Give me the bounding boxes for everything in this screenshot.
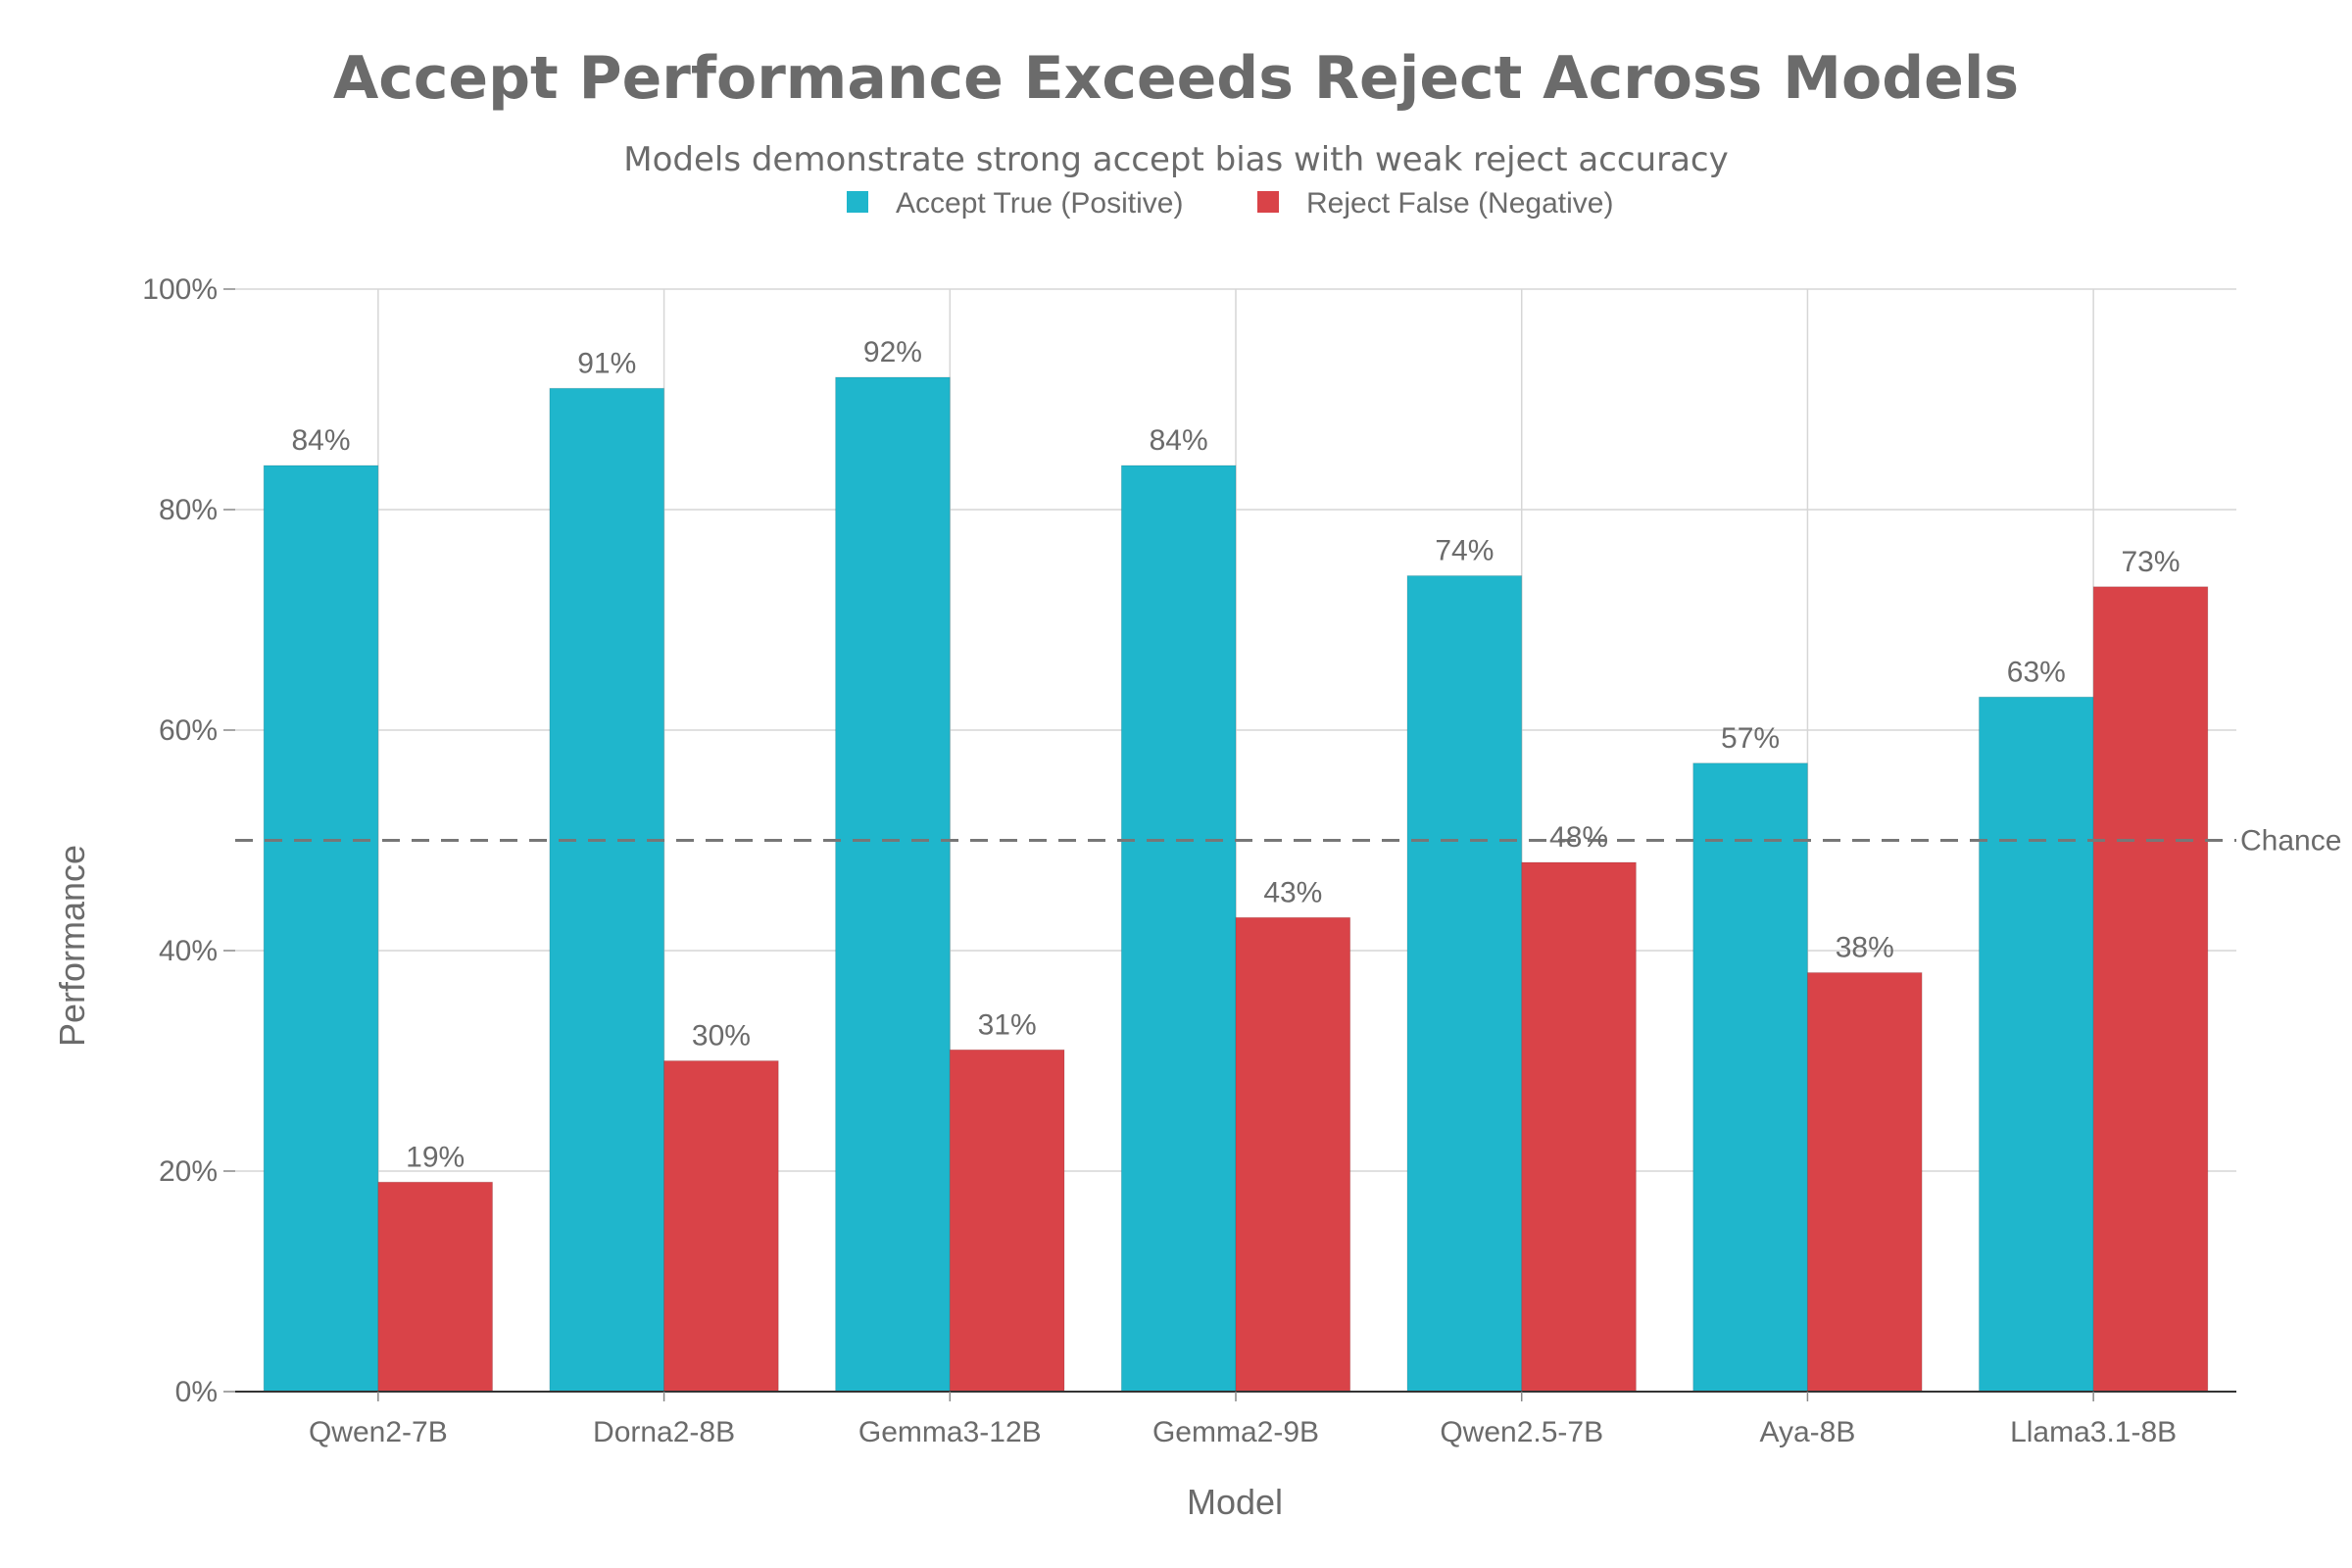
bar-reject-gemma2-9b	[1235, 916, 1351, 1393]
bar-accept-aya-8b	[1692, 762, 1808, 1393]
bar-reject-dorna2-8b	[663, 1060, 779, 1393]
reference-line: Chance	[235, 825, 2341, 858]
bars	[263, 376, 2209, 1393]
bar-value-label: 43%	[1263, 876, 1322, 908]
y-tick-label: 100%	[142, 273, 218, 306]
legend-swatch-reject	[1257, 191, 1279, 213]
value-labels: 84% 19% 91% 30% 92% 31% 84% 43% 74% 48% 57% 38% 63% 7…	[291, 336, 2180, 1173]
bar-value-label: 57%	[1721, 722, 1780, 755]
axes: 0% 20% 40% 60% 80% 100% Qwen2-7B Dorna2-8B Gemma…	[142, 273, 2236, 1448]
x-tick-label: Dorna2-8B	[593, 1416, 735, 1448]
x-tick-label: Llama3.1-8B	[2010, 1416, 2177, 1448]
bar-accept-llama3-1-8b	[1978, 696, 2094, 1393]
bar-accept-qwen2-5-7b	[1406, 575, 1523, 1393]
bar-value-label: 73%	[2121, 546, 2180, 578]
bar-reject-qwen2-5-7b	[1521, 861, 1637, 1393]
bar-value-label: 31%	[978, 1008, 1037, 1041]
bar-value-label: 91%	[577, 347, 636, 379]
bar-accept-gemma3-12b	[835, 376, 951, 1393]
legend-label-accept: Accept True (Positive)	[896, 187, 1183, 220]
chance-label: Chance	[2240, 825, 2341, 858]
bar-value-label: 38%	[1836, 932, 1894, 964]
x-tick-label: Qwen2-7B	[309, 1416, 448, 1448]
bar-value-label: 48%	[1549, 821, 1608, 854]
x-tick-label: Gemma2-9B	[1152, 1416, 1319, 1448]
y-tick-label: 0%	[175, 1376, 218, 1408]
bar-value-label: 63%	[2007, 656, 2066, 688]
x-tick-label: Qwen2.5-7B	[1440, 1416, 1603, 1448]
chart-title: Accept Performance Exceeds Reject Across…	[333, 44, 2019, 113]
bar-value-label: 84%	[1150, 424, 1208, 457]
bar-accept-dorna2-8b	[549, 387, 665, 1393]
bar-reject-aya-8b	[1806, 972, 1923, 1393]
bar-reject-gemma3-12b	[949, 1049, 1065, 1393]
bar-value-label: 74%	[1435, 535, 1494, 567]
legend: Accept True (Positive) Reject False (Neg…	[847, 187, 1613, 220]
y-tick-label: 80%	[159, 494, 218, 526]
y-tick-label: 60%	[159, 714, 218, 747]
bar-value-label: 84%	[291, 424, 350, 457]
bar-accept-gemma2-9b	[1120, 465, 1237, 1393]
legend-swatch-accept	[847, 191, 868, 213]
bar-reject-llama3-1-8b	[2092, 586, 2209, 1393]
y-tick-label: 20%	[159, 1155, 218, 1188]
chart-subtitle: Models demonstrate strong accept bias wi…	[623, 140, 1729, 179]
bar-value-label: 19%	[406, 1141, 465, 1173]
bar-value-label: 30%	[692, 1020, 751, 1053]
bar-value-label: 92%	[863, 336, 922, 368]
bar-reject-qwen2-7b	[377, 1181, 494, 1393]
legend-label-reject: Reject False (Negative)	[1306, 187, 1613, 220]
x-axis-title: Model	[1187, 1482, 1283, 1522]
x-tick-label: Gemma3-12B	[858, 1416, 1042, 1448]
bar-accept-qwen2-7b	[263, 465, 379, 1393]
x-tick-label: Aya-8B	[1760, 1416, 1856, 1448]
y-axis-title: Performance	[52, 845, 92, 1047]
y-tick-label: 40%	[159, 935, 218, 967]
